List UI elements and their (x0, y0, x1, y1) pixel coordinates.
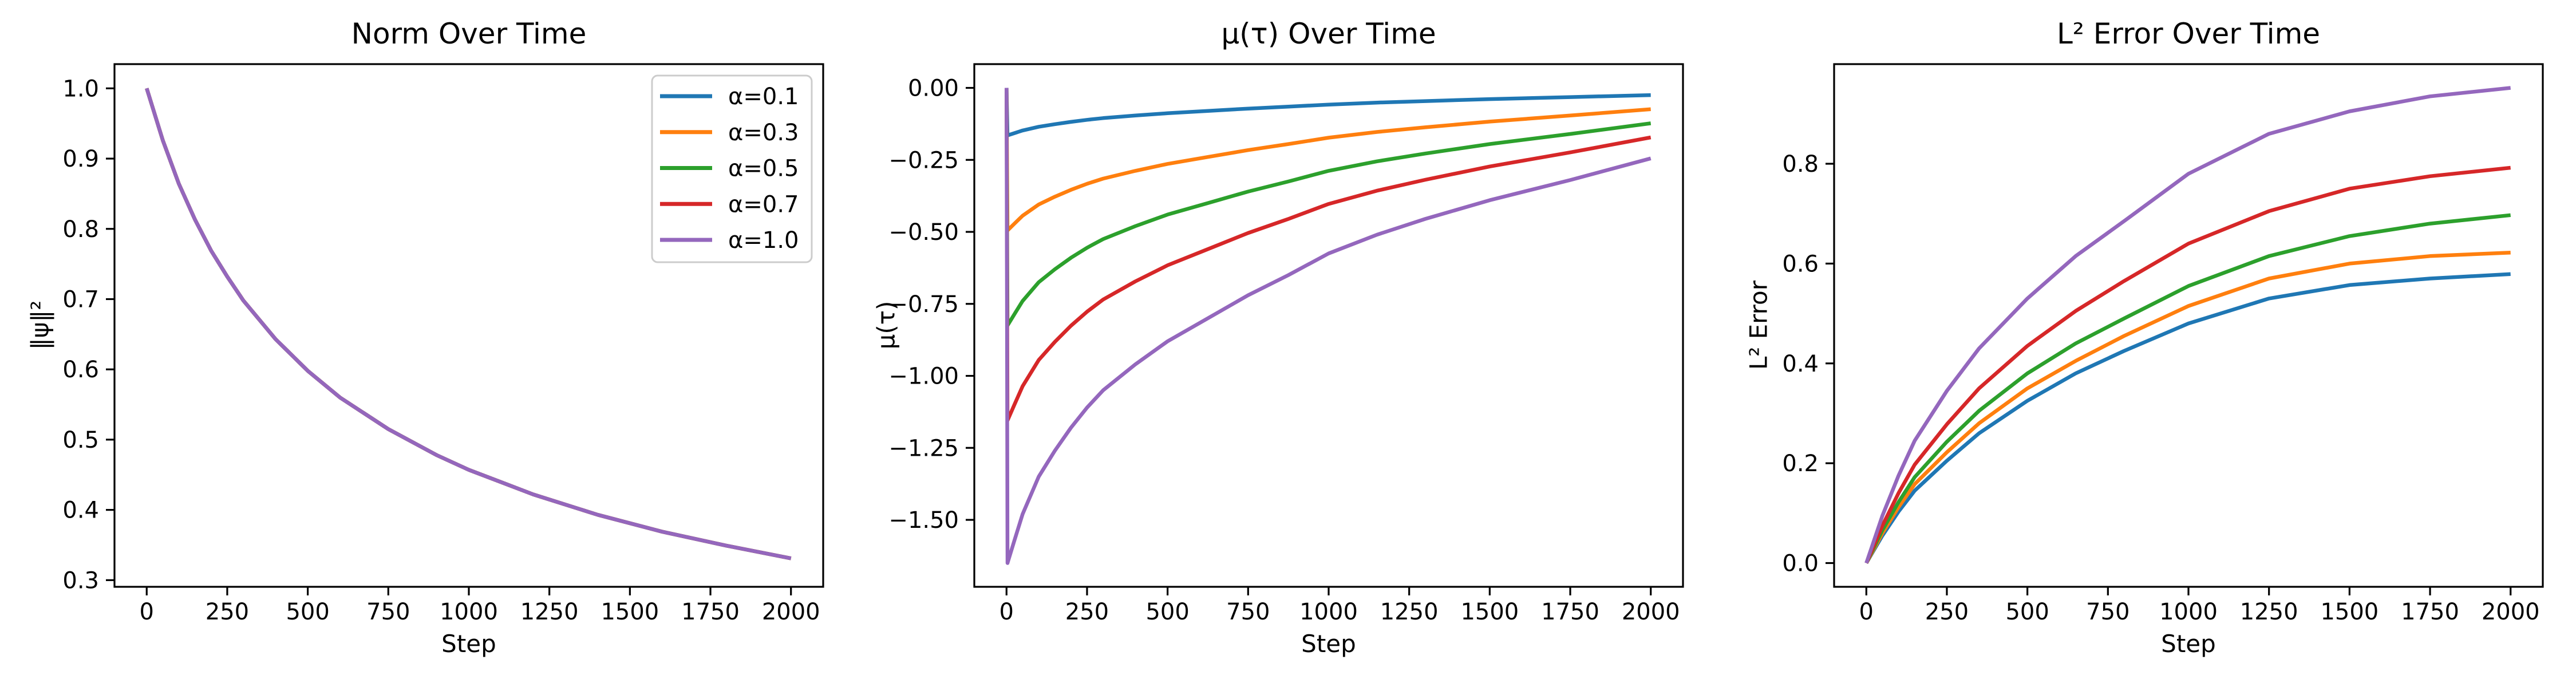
norm-x-tick-label: 0 (140, 599, 154, 625)
l2error-y-tick-label: 0.2 (1782, 451, 1819, 477)
plot3-ylabel: L² Error (1744, 281, 1773, 370)
plot2-xlabel: Step (1301, 630, 1356, 658)
l2error-series-line-α=0.1 (1864, 272, 2511, 564)
l2error-series-line-α=1.0 (1864, 86, 2511, 564)
norm-x-tick-label: 750 (366, 599, 410, 625)
l2error-x-tick-label: 1750 (2401, 599, 2459, 625)
l2error-x-tick-label: 1250 (2240, 599, 2298, 625)
mu-x-tick-label: 750 (1226, 599, 1270, 625)
l2error-y-tick-label: 0.6 (1782, 251, 1819, 277)
l2error-x-tick-label: 1500 (2320, 599, 2379, 625)
norm-series-line-α=1.0 (145, 88, 792, 560)
norm-y-tick-label: 0.6 (62, 357, 99, 383)
l2error-x-tick-label: 0 (1859, 599, 1874, 625)
norm-legend-box (651, 74, 813, 263)
l2error-x-tick-label: 750 (2086, 599, 2129, 625)
norm-legend-label-α=0.3: α=0.3 (728, 120, 799, 146)
norm-y-tick-label: 0.3 (62, 567, 99, 594)
mu-y-tick-label: −1.00 (888, 364, 959, 390)
mu-x-tick-label: 1500 (1460, 599, 1519, 625)
mu-x-tick-label: 0 (999, 599, 1014, 625)
l2error-x-tick-label: 2000 (2482, 599, 2540, 625)
mu-y-tick-label: −1.25 (888, 435, 959, 461)
norm-x-tick-label: 250 (206, 599, 249, 625)
norm-y-tick-label: 0.4 (62, 498, 99, 524)
mu-y-tick-label: −0.50 (888, 219, 959, 246)
plot1-ylabel: ‖ψ‖² (26, 300, 54, 350)
l2error-series-line-α=0.3 (1864, 250, 2511, 564)
mu-x-tick-label: 250 (1065, 599, 1109, 625)
plot1-title: Norm Over Time (351, 17, 587, 50)
l2error-y-tick-label: 0.4 (1782, 351, 1819, 377)
norm-y-tick-label: 1.0 (62, 76, 99, 102)
l2error-y-tick-label: 0.8 (1782, 151, 1819, 177)
norm-legend-label-α=0.7: α=0.7 (728, 191, 799, 218)
plot2-ylabel: μ(τ) (872, 301, 900, 350)
l2error-x-tick-label: 250 (1925, 599, 1969, 625)
norm-legend-label-α=1.0: α=1.0 (728, 227, 799, 254)
mu-x-tick-label: 1000 (1299, 599, 1358, 625)
norm-x-tick-label: 2000 (762, 599, 820, 625)
mu-y-tick-label: −1.50 (888, 507, 959, 534)
mu-y-tick-label: −0.25 (888, 147, 959, 173)
norm-y-tick-label: 0.7 (62, 286, 99, 313)
mu-axes-frame (973, 63, 1684, 588)
mu-series-line-α=0.1 (1005, 88, 1651, 137)
l2error-x-tick-label: 500 (2005, 599, 2049, 625)
norm-x-tick-label: 1750 (681, 599, 740, 625)
mu-series-line-α=1.0 (1005, 88, 1652, 565)
norm-y-tick-label: 0.8 (62, 216, 99, 243)
mu-x-tick-label: 1750 (1541, 599, 1599, 625)
norm-x-tick-label: 1000 (440, 599, 498, 625)
l2error-series-line-α=0.7 (1864, 165, 2511, 564)
norm-y-tick-label: 0.9 (62, 146, 99, 172)
mu-y-tick-label: −0.75 (888, 291, 959, 318)
mu-x-tick-label: 2000 (1622, 599, 1680, 625)
norm-x-tick-label: 1250 (520, 599, 579, 625)
mu-series-line-α=0.7 (1005, 88, 1652, 423)
mu-series-line-α=0.3 (1005, 88, 1651, 232)
plot2-title: μ(τ) Over Time (1221, 17, 1436, 50)
l2error-y-tick-label: 0.0 (1782, 551, 1819, 577)
mu-y-tick-label: 0.00 (908, 76, 959, 102)
l2error-series-line-α=0.5 (1864, 213, 2511, 564)
mu-series-line-α=0.5 (1005, 88, 1652, 327)
plot1-xlabel: Step (441, 630, 496, 658)
norm-legend-label-α=0.1: α=0.1 (728, 84, 799, 110)
norm-legend-label-α=0.5: α=0.5 (728, 156, 799, 182)
norm-y-tick-label: 0.5 (62, 427, 99, 453)
mu-x-tick-label: 1250 (1380, 599, 1439, 625)
mu-x-tick-label: 500 (1145, 599, 1189, 625)
norm-x-tick-label: 500 (286, 599, 329, 625)
plot3-xlabel: Step (2161, 630, 2216, 658)
l2error-x-tick-label: 1000 (2159, 599, 2218, 625)
plot3-title: L² Error Over Time (2056, 17, 2321, 50)
norm-x-tick-label: 1500 (600, 599, 659, 625)
